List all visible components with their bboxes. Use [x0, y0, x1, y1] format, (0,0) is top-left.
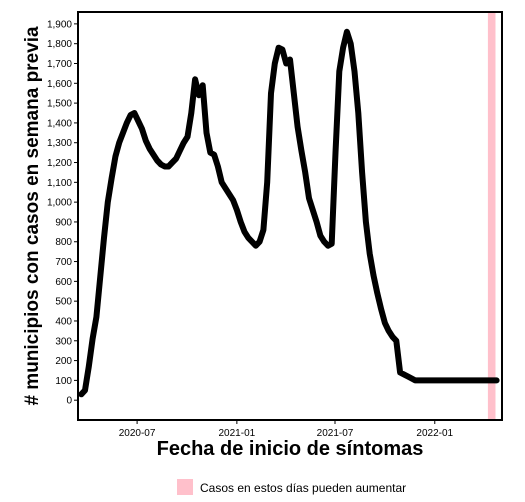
y-tick-label: 1,200 [47, 158, 72, 169]
y-tick-label: 1,900 [47, 19, 72, 30]
x-axis-title: Fecha de inicio de síntomas [157, 438, 424, 460]
x-axis: 2020-07 2021-01 2021-07 2022-01 [119, 420, 454, 439]
y-tick-label: 100 [55, 376, 72, 387]
series-line [78, 28, 500, 398]
highlight-band [487, 12, 496, 420]
legend-swatch [177, 479, 193, 495]
y-tick-label: 1,500 [47, 99, 72, 110]
plot-border [77, 11, 503, 421]
y-tick-label: 1,600 [47, 79, 72, 90]
x-tick-label: 2021-01 [219, 428, 256, 439]
y-tick-label: 900 [55, 217, 72, 228]
y-axis: 0 100 200 300 400 500 600 700 800 900 1,000 1,100 1,… [47, 19, 78, 407]
y-tick-label: 1,300 [47, 138, 72, 149]
y-tick-label: 1,100 [47, 178, 72, 189]
y-tick-label: 1,400 [47, 118, 72, 129]
y-axis-title: # municipios con casos en semana previa [22, 26, 43, 406]
y-tick-label: 200 [55, 356, 72, 367]
x-tick-label: 2021-07 [317, 428, 354, 439]
y-tick-label: 500 [55, 297, 72, 308]
y-tick-label: 1,000 [47, 198, 72, 209]
y-tick-label: 0 [66, 396, 72, 407]
legend-label: Casos en estos días pueden aumentar [200, 481, 406, 495]
y-tick-label: 600 [55, 277, 72, 288]
y-tick-label: 400 [55, 316, 72, 327]
y-tick-label: 300 [55, 336, 72, 347]
y-tick-label: 1,800 [47, 39, 72, 50]
x-tick-label: 2020-07 [119, 428, 156, 439]
x-tick-label: 2022-01 [416, 428, 453, 439]
y-tick-label: 1,700 [47, 59, 72, 70]
y-tick-label: 800 [55, 237, 72, 248]
y-tick-label: 700 [55, 257, 72, 268]
legend: Casos en estos días pueden aumentar [177, 479, 406, 495]
